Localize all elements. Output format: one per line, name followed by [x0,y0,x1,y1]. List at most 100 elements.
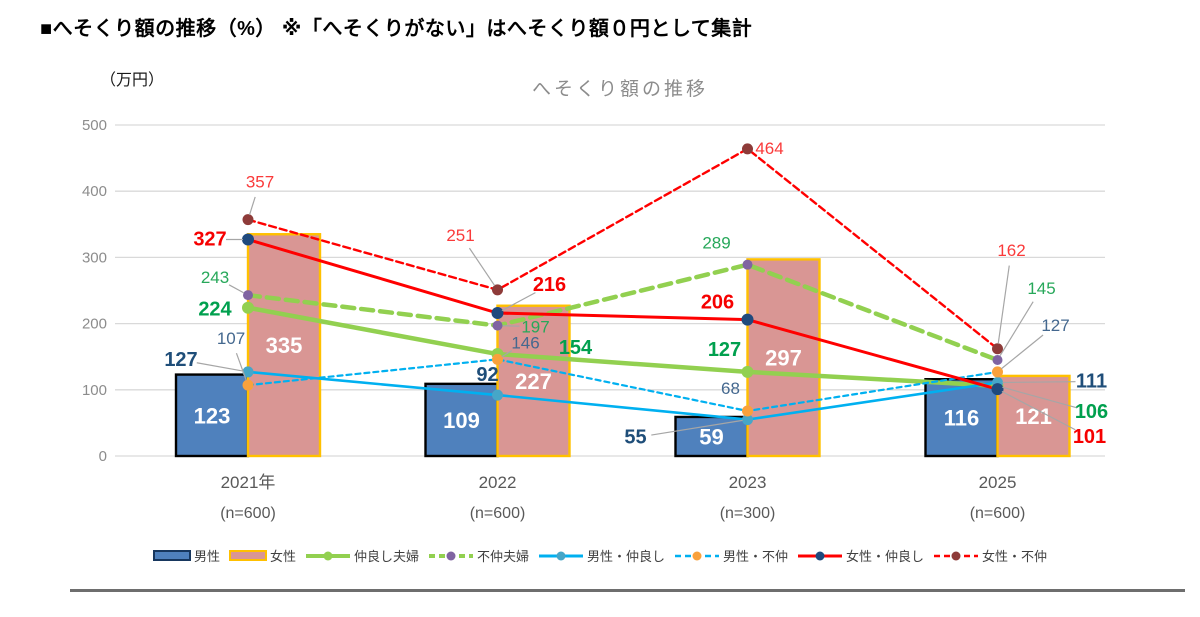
legend-swatch-male-bad [675,551,720,560]
leader-male-bad-2025 [1001,334,1044,370]
legend-label-couple-good: 仲良し夫婦 [353,549,419,564]
marker-couple-bad-2023 [742,259,753,270]
marker-couple-bad-2021年 [243,290,253,301]
legend-item-male-bad: 男性・不仲 [674,546,788,565]
legend-label-couple-bad: 不仲夫婦 [476,549,529,564]
y-tick-500: 500 [82,117,107,134]
marker-male-bad-2025 [992,366,1003,378]
leader-male-good-2021年 [196,362,244,372]
bottom-divider [70,589,1185,592]
bar-value-female-2021年: 335 [266,333,303,358]
legend-item-couple-good: 仲良し夫婦 [305,546,419,565]
legend-item-couple-bad: 不仲夫婦 [428,546,529,565]
marker-female-bad-2022 [492,284,503,296]
legend-item-male-good: 男性・仲良し [538,546,665,565]
legend-label-male-good: 男性・仲良し [587,549,666,564]
bar-male-2021年 [174,373,250,458]
page-title: ■へそくり額の推移（%） ※「へそくりがない」はへそくり額０円として集計 [40,18,753,40]
bar-female-2022 [496,304,571,458]
leader-male-good-2025 [1002,381,1076,384]
bar-female-2021年 [246,233,322,458]
leader-female-bad-2021年 [248,196,256,216]
x-sublabel-2021年: (n=600) [220,505,276,522]
legend-item-female-good: 女性・仲良し [797,546,924,565]
data-label-couple-bad-2023: 289 [702,234,730,253]
data-label-female-bad-2023: 464 [755,139,783,158]
bar-value-female-2022: 227 [515,369,552,394]
marker-female-bad-2021年 [242,214,254,226]
bar-value-male-2022: 109 [443,408,480,433]
data-label-couple-good-2025: 106 [1075,401,1108,423]
line-female-good [246,238,999,391]
data-label-couple-bad-2021年: 243 [201,268,229,287]
marker-male-good-2021年 [242,366,254,378]
marker-male-good-2022 [492,389,503,401]
leader-female-good-2022 [501,292,536,312]
marker-couple-good-2021年 [242,301,254,314]
data-label-male-bad-2023: 68 [721,379,740,398]
legend-swatch-female-bad [934,551,979,560]
leader-female-good-2025 [1001,390,1076,431]
data-label-male-bad-2025: 127 [1041,316,1069,335]
marker-male-bad-2022 [492,353,503,365]
bar-female-2023 [746,258,821,458]
marker-female-good-2021年 [242,233,254,246]
data-label-male-good-2021年: 127 [164,349,197,371]
x-label-2021年: 2021年 [221,473,276,492]
data-label-couple-good-2023: 127 [708,339,741,361]
data-label-female-bad-2022: 251 [446,226,474,245]
legend-label-female-good: 女性・仲良し [846,549,925,564]
x-sublabel-2025: (n=600) [970,505,1026,522]
bar-male-2022 [424,382,499,458]
marker-female-bad-2025 [992,343,1003,355]
legend-item-female-bad: 女性・不仲 [933,546,1047,565]
marker-couple-bad-2025 [992,355,1003,366]
marker-female-good-2025 [991,383,1004,396]
bar-value-male-2025: 116 [944,406,980,431]
legend-item-female: 女性 [228,546,296,565]
marker-female-good-2023 [741,313,754,326]
y-tick-100: 100 [82,382,107,399]
x-sublabel-2023: (n=300) [720,505,776,522]
data-label-male-bad-2022: 146 [511,333,539,352]
data-label-female-good-2025: 101 [1073,426,1106,448]
data-label-male-good-2022: 92 [476,364,498,386]
legend-swatch-male-good [539,551,583,560]
data-label-couple-good-2021年: 224 [198,299,232,321]
marker-male-bad-2023 [742,405,753,417]
x-sublabel-2022: (n=600) [470,505,526,522]
data-label-couple-bad-2025: 145 [1027,279,1055,298]
line-male-good [246,370,999,421]
leader-couple-good-2025 [1002,386,1077,409]
line-couple-bad [245,262,1000,363]
legend-label-male: 男性 [193,549,220,564]
y-tick-300: 300 [82,249,107,266]
data-label-female-good-2021年: 327 [193,229,226,251]
data-label-couple-bad-2022: 197 [521,318,549,337]
legend-item-male: 男性 [152,546,220,565]
y-tick-400: 400 [82,183,107,200]
legend-swatch-couple-good [305,551,350,560]
y-axis-unit-label: （万円） [100,72,165,89]
leader-male-bad-2021年 [235,353,247,381]
y-tick-200: 200 [82,316,107,333]
legend-label-female: 女性 [269,549,296,564]
legend-label-female-bad: 女性・不仲 [982,549,1048,564]
data-label-female-bad-2021年: 357 [246,173,274,192]
chart-title: へそくり額の推移 [531,79,708,100]
leader-male-good-2023 [651,419,743,436]
data-label-male-good-2023: 55 [624,427,646,449]
data-label-female-bad-2025: 162 [997,241,1025,260]
legend-swatch-male [152,550,191,561]
legend-swatch-female [228,550,267,561]
leader-couple-bad-2025 [999,301,1034,357]
marker-couple-bad-2022 [492,320,503,331]
marker-male-bad-2021年 [242,379,254,391]
leader-female-bad-2025 [997,265,1010,344]
line-female-bad [246,147,999,350]
marker-male-good-2023 [742,414,753,426]
data-label-female-good-2022: 216 [533,274,566,296]
line-male-bad [246,358,999,413]
